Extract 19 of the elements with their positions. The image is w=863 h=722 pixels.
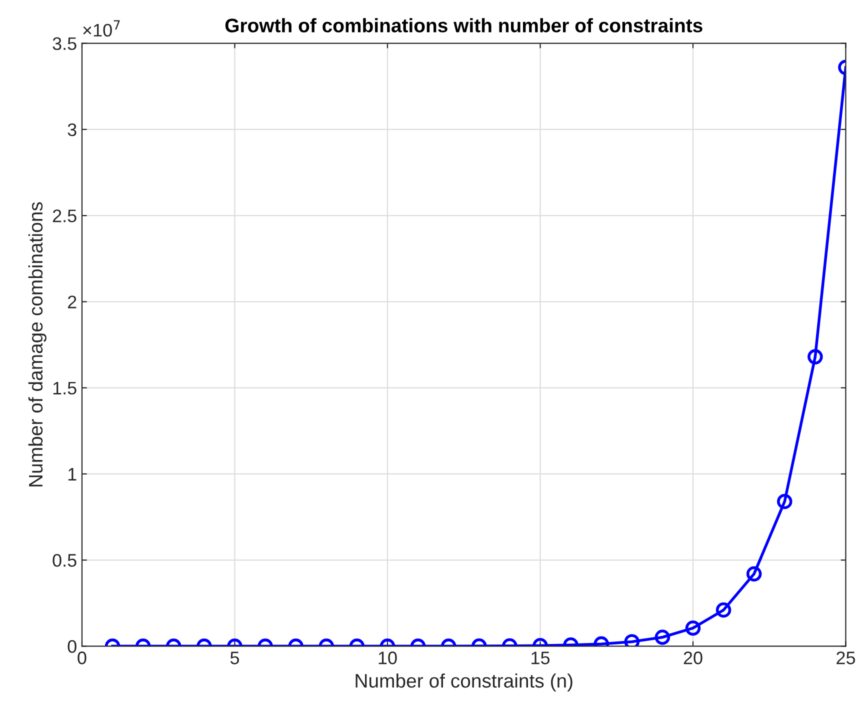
y-tick-label: 1 xyxy=(68,468,76,480)
y-tick-label: 1.5 xyxy=(53,382,76,395)
point xyxy=(808,349,823,364)
x-axis-title: Number of constraints (n) xyxy=(356,673,572,692)
y-tick-label: 2.5 xyxy=(52,210,76,222)
y-tick-label: 0.5 xyxy=(52,554,76,567)
y-tick-label: 3.5 xyxy=(52,37,76,50)
x-tick-label: 15 xyxy=(532,652,550,664)
x-tick-label: 25 xyxy=(836,652,856,664)
text: ×10$^{7}$ xyxy=(83,20,120,37)
x-tick-label: 5 xyxy=(230,652,239,664)
chart-title: Growth of combinations with number of constraints xyxy=(225,18,702,32)
y-tick-label: 0 xyxy=(68,640,76,653)
y-axis-title: Number of damage combinations xyxy=(28,202,46,486)
y-tick-label: 2 xyxy=(68,296,76,308)
x-tick-label: 0 xyxy=(78,652,86,664)
y-tick-label: 3 xyxy=(68,123,76,136)
x-tick-label: 20 xyxy=(684,652,702,664)
x-tick-label: 10 xyxy=(378,652,397,664)
